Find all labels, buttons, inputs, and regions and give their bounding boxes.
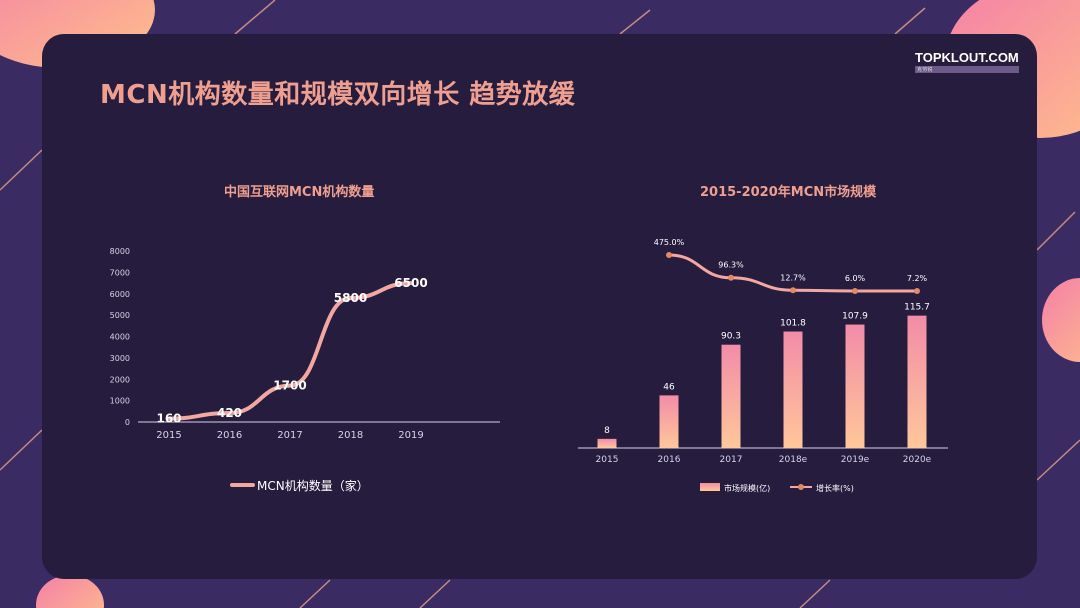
x-tick-label: 2015 [596,455,619,465]
bar-value-label: 8 [604,426,610,436]
bar [659,395,679,448]
bar-value-label: 101.8 [780,319,806,329]
x-tick-label: 2018e [779,455,808,465]
x-tick-label: 2020e [903,455,932,465]
growth-point [852,288,858,294]
growth-label: 6.0% [845,274,866,283]
bar-value-label: 115.7 [904,303,930,313]
growth-point [728,274,734,281]
bar [721,344,741,448]
series-line [167,281,413,421]
data-label: 160 [156,412,181,426]
y-tick-label: 3000 [110,354,130,363]
x-tick-label: 2018 [338,430,363,441]
legend-label: 增长率(%) [816,483,854,493]
data-label: 6500 [394,276,427,290]
x-tick-label: 2019e [841,455,870,465]
x-tick-label: 2016 [658,455,681,465]
bar [845,324,865,448]
mcn-count-line-chart: 0 1000 2000 3000 4000 5000 6000 7000 8000 2015 201… [110,247,500,493]
y-tick-label: 6000 [110,290,130,299]
legend-bar-swatch [700,483,720,491]
legend-point-swatch [798,484,804,490]
y-tick-label: 0 [125,418,130,427]
growth-label: 475.0% [654,238,685,247]
data-label: 420 [217,406,242,420]
x-tick-label: 2017 [277,430,302,441]
data-label: 1700 [273,379,306,393]
legend: 市场规模(亿) 增长率(%) [700,483,854,493]
legend-label: 市场规模(亿) [724,483,770,493]
mcn-market-bar-chart: 8 2015 46 2016 90.3 2017 101.8 2018e 107.9 2019e 1… [578,238,948,493]
x-tick-label: 2019 [398,430,423,441]
logo-subtitle: 克劳锐 [915,66,1019,73]
legend: MCN机构数量（家） [230,478,369,493]
bar [907,315,927,448]
bar [597,438,617,448]
x-tick-label: 2015 [156,430,181,441]
bar [783,331,803,448]
growth-label: 96.3% [718,261,744,270]
growth-point [790,287,796,294]
content-panel [42,34,1037,579]
growth-label: 7.2% [907,274,928,283]
bar-value-label: 107.9 [842,312,868,322]
bar-value-label: 90.3 [721,332,741,342]
data-label: 5800 [334,291,367,305]
left-chart-title: 中国互联网MCN机构数量 [224,185,375,200]
growth-line [668,253,918,293]
growth-point [914,287,920,294]
x-tick-label: 2016 [217,430,242,441]
y-tick-label: 1000 [110,397,130,406]
bar-value-label: 46 [663,382,675,392]
brand-logo: TOPKLOUT.COM 克劳锐 [915,50,1019,73]
x-tick-label: 2017 [720,455,743,465]
y-tick-label: 2000 [110,375,130,384]
legend-label: MCN机构数量（家） [257,478,369,493]
growth-point [666,252,672,258]
right-chart-title: 2015-2020年MCN市场规模 [700,185,877,200]
y-tick-label: 8000 [110,247,130,256]
y-tick-label: 7000 [110,268,130,277]
logo-text: TOPKLOUT.COM [915,50,1019,65]
y-tick-label: 4000 [110,333,130,342]
page-title: MCN机构数量和规模双向增长 趋势放缓 [100,80,576,110]
y-tick-label: 5000 [110,311,130,320]
growth-label: 12.7% [780,273,806,282]
